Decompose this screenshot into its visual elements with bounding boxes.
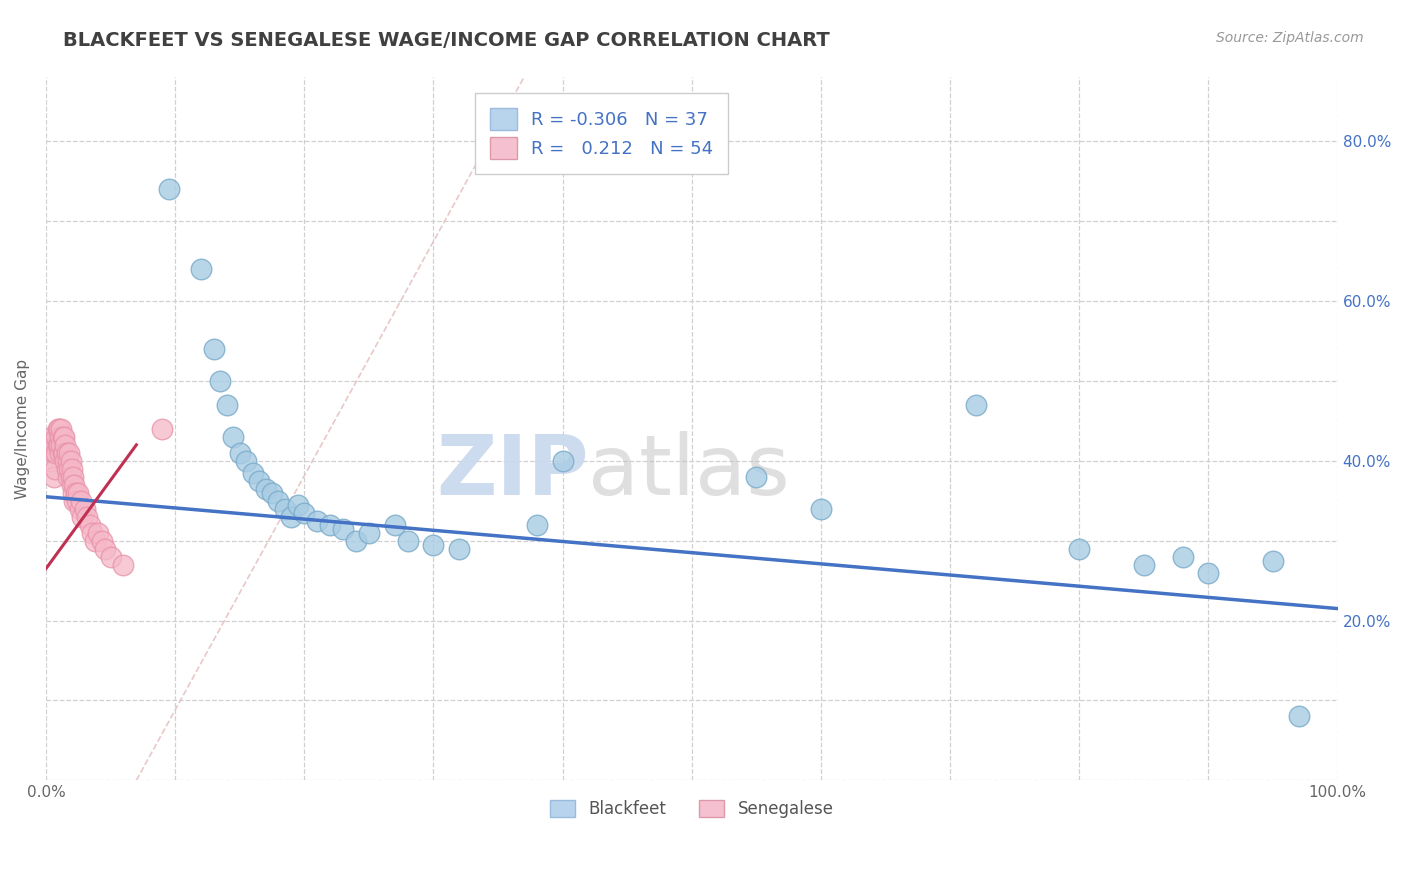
- Point: [67, 485, 90, 500]
- Point: [254, 482, 277, 496]
- Text: ZIP: ZIP: [436, 431, 589, 511]
- Point: [242, 466, 264, 480]
- Point: [94, 541, 117, 556]
- Text: atlas: atlas: [589, 431, 790, 511]
- Point: [228, 446, 250, 460]
- Point: [965, 398, 987, 412]
- Point: [551, 454, 574, 468]
- Point: [39, 454, 62, 468]
- Point: [53, 438, 76, 452]
- Point: [60, 462, 83, 476]
- Point: [52, 430, 75, 444]
- Point: [62, 485, 84, 500]
- Point: [267, 493, 290, 508]
- Point: [60, 477, 83, 491]
- Point: [1069, 541, 1091, 556]
- Point: [1261, 554, 1284, 568]
- Point: [157, 182, 180, 196]
- Point: [1171, 549, 1194, 564]
- Point: [70, 493, 93, 508]
- Point: [49, 446, 72, 460]
- Point: [274, 501, 297, 516]
- Point: [79, 517, 101, 532]
- Point: [45, 446, 67, 460]
- Point: [280, 509, 302, 524]
- Point: [69, 501, 91, 516]
- Point: [235, 454, 257, 468]
- Point: [112, 558, 135, 572]
- Point: [56, 470, 79, 484]
- Point: [48, 438, 70, 452]
- Point: [307, 514, 329, 528]
- Point: [384, 517, 406, 532]
- Point: [58, 462, 80, 476]
- Point: [63, 493, 86, 508]
- Point: [53, 454, 76, 468]
- Point: [53, 430, 76, 444]
- Point: [526, 517, 548, 532]
- Point: [46, 422, 69, 436]
- Point: [59, 470, 82, 484]
- Point: [38, 438, 60, 452]
- Point: [332, 522, 354, 536]
- Point: [62, 470, 84, 484]
- Point: [63, 477, 86, 491]
- Point: [44, 462, 66, 476]
- Point: [70, 509, 93, 524]
- Point: [1288, 709, 1310, 723]
- Point: [247, 474, 270, 488]
- Point: [100, 549, 122, 564]
- Point: [260, 485, 283, 500]
- Point: [59, 454, 82, 468]
- Point: [52, 446, 75, 460]
- Point: [215, 398, 238, 412]
- Point: [44, 438, 66, 452]
- Point: [55, 462, 77, 476]
- Point: [49, 430, 72, 444]
- Point: [190, 262, 212, 277]
- Point: [319, 517, 342, 532]
- Text: BLACKFEET VS SENEGALESE WAGE/INCOME GAP CORRELATION CHART: BLACKFEET VS SENEGALESE WAGE/INCOME GAP …: [63, 31, 830, 50]
- Point: [150, 422, 173, 436]
- Legend: Blackfeet, Senegalese: Blackfeet, Senegalese: [543, 793, 841, 825]
- Point: [86, 525, 108, 540]
- Text: Source: ZipAtlas.com: Source: ZipAtlas.com: [1216, 31, 1364, 45]
- Point: [58, 446, 80, 460]
- Point: [90, 533, 112, 548]
- Point: [745, 470, 768, 484]
- Point: [66, 493, 89, 508]
- Point: [56, 454, 79, 468]
- Point: [51, 438, 73, 452]
- Point: [1198, 566, 1220, 580]
- Point: [449, 541, 471, 556]
- Point: [357, 525, 380, 540]
- Point: [53, 446, 76, 460]
- Point: [422, 538, 444, 552]
- Point: [51, 422, 73, 436]
- Point: [76, 509, 98, 524]
- Point: [41, 430, 63, 444]
- Point: [48, 422, 70, 436]
- Point: [287, 498, 309, 512]
- Point: [1133, 558, 1156, 572]
- Point: [344, 533, 367, 548]
- Point: [84, 533, 107, 548]
- Point: [202, 342, 225, 356]
- Point: [46, 438, 69, 452]
- Y-axis label: Wage/Income Gap: Wage/Income Gap: [15, 359, 30, 499]
- Point: [65, 485, 87, 500]
- Point: [42, 470, 65, 484]
- Point: [396, 533, 419, 548]
- Point: [73, 501, 96, 516]
- Point: [292, 506, 315, 520]
- Point: [45, 430, 67, 444]
- Point: [82, 525, 104, 540]
- Point: [55, 446, 77, 460]
- Point: [42, 446, 65, 460]
- Point: [810, 501, 832, 516]
- Point: [222, 430, 245, 444]
- Point: [209, 374, 232, 388]
